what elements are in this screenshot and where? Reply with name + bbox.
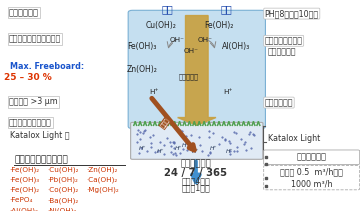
- FancyBboxPatch shape: [128, 10, 265, 128]
- FancyBboxPatch shape: [264, 150, 360, 165]
- Text: ·Zn(OH)₂: ·Zn(OH)₂: [86, 167, 118, 173]
- Text: Cu(OH)₂: Cu(OH)₂: [145, 21, 176, 30]
- Text: H⁺: H⁺: [210, 146, 217, 150]
- Text: 过滤层: 过滤层: [160, 117, 171, 129]
- FancyBboxPatch shape: [131, 122, 263, 159]
- Text: 干净安全的水: 干净安全的水: [181, 159, 211, 168]
- Text: 反洗：4分钟: 反洗：4分钟: [181, 176, 210, 185]
- Text: H⁺: H⁺: [181, 143, 189, 148]
- Text: ·Fe(OH)₃: ·Fe(OH)₃: [9, 177, 39, 183]
- Text: 溶解的离子被自由板吸附: 溶解的离子被自由板吸附: [9, 34, 61, 43]
- Text: ·Mg(OH)₂: ·Mg(OH)₂: [86, 187, 119, 193]
- Text: 分离的离子: 分离的离子: [179, 73, 199, 80]
- Text: Al(OH)₃: Al(OH)₃: [222, 42, 250, 51]
- Text: 25 – 30 %: 25 – 30 %: [4, 73, 52, 82]
- Text: Katalox Light: Katalox Light: [268, 134, 320, 143]
- Text: ·FePO₄: ·FePO₄: [9, 197, 32, 203]
- Text: ·Al(OH)₃: ·Al(OH)₃: [9, 207, 38, 211]
- Text: PH从8上升到10左右: PH从8上升到10左右: [265, 9, 319, 18]
- Text: OH⁻: OH⁻: [198, 37, 213, 43]
- Text: 流速从 0.5  m³/h高到
1000 m³/h: 流速从 0.5 m³/h高到 1000 m³/h: [280, 167, 343, 188]
- Text: 没有化学药剂: 没有化学药剂: [9, 8, 39, 17]
- Text: 冲洗：1分钟: 冲洗：1分钟: [181, 184, 210, 193]
- Text: H⁺: H⁺: [157, 149, 165, 154]
- Text: H⁺: H⁺: [226, 149, 233, 154]
- Text: Zn(OH)₂: Zn(OH)₂: [126, 65, 157, 74]
- Text: Fe(OH)₂: Fe(OH)₂: [204, 21, 234, 30]
- Text: ·Fe(OH)₂: ·Fe(OH)₂: [9, 167, 39, 173]
- Text: ·Co(OH)₂: ·Co(OH)₂: [48, 187, 79, 193]
- Text: Max. Freeboard:: Max. Freeboard:: [10, 62, 84, 70]
- Text: Fe(OH)₃: Fe(OH)₃: [127, 42, 157, 51]
- Text: ·Fe(OH)₂: ·Fe(OH)₂: [9, 187, 39, 193]
- Text: 工作: 工作: [161, 4, 173, 14]
- Polygon shape: [177, 16, 216, 125]
- FancyBboxPatch shape: [264, 165, 360, 190]
- Text: 细菌，病毒等: 细菌，病毒等: [267, 47, 296, 56]
- Text: ·Ca(OH)₂: ·Ca(OH)₂: [86, 177, 118, 183]
- Text: H⁺: H⁺: [149, 89, 158, 95]
- Text: ·Ba(OH)₂: ·Ba(OH)₂: [48, 197, 79, 204]
- Text: Katalox Light 上: Katalox Light 上: [10, 131, 69, 139]
- Text: H⁺: H⁺: [223, 89, 232, 95]
- Text: 没有压力下降: 没有压力下降: [297, 153, 327, 162]
- Text: 原理: 原理: [221, 4, 232, 14]
- Text: ·Pb(OH)₂: ·Pb(OH)₂: [48, 177, 78, 183]
- Text: H⁺: H⁺: [192, 149, 200, 154]
- Text: 颗粒大小 >3 μm: 颗粒大小 >3 μm: [9, 97, 58, 107]
- Text: ·Cu(OH)₂: ·Cu(OH)₂: [48, 167, 79, 173]
- Text: 捕获的颗粒物: 捕获的颗粒物: [265, 98, 293, 107]
- Text: OH⁻: OH⁻: [170, 37, 185, 43]
- Text: 部分过滤掉的金属列表: 部分过滤掉的金属列表: [14, 156, 68, 165]
- Text: 高絮体捕获胶体，: 高絮体捕获胶体，: [265, 36, 303, 45]
- Text: H⁺: H⁺: [139, 146, 147, 151]
- Text: 粒子被深深的吸附在: 粒子被深深的吸附在: [9, 118, 51, 127]
- Text: H⁺: H⁺: [175, 146, 182, 150]
- Text: ·Ni(OH)₂: ·Ni(OH)₂: [48, 207, 77, 211]
- Text: OH⁻: OH⁻: [184, 49, 199, 54]
- FancyArrowPatch shape: [152, 98, 194, 150]
- Text: 24 / 7 / 365: 24 / 7 / 365: [165, 168, 228, 177]
